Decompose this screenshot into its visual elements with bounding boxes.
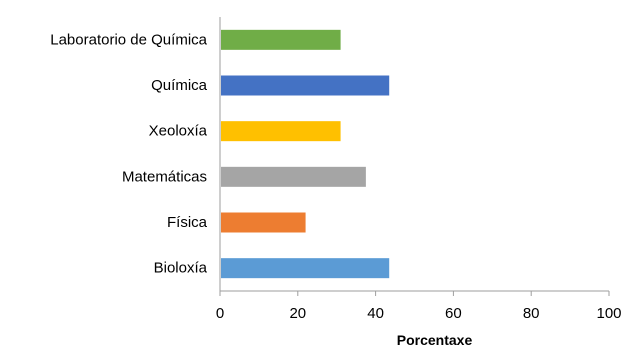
category-label: Física (167, 214, 208, 231)
category-label: Bioloxía (154, 260, 208, 277)
category-label: Xeoloxía (149, 123, 208, 140)
category-label: Laboratorio de Química (50, 31, 207, 48)
category-label: Matemáticas (122, 168, 207, 185)
x-tick-label: 20 (289, 305, 306, 322)
x-tick-label: 60 (445, 305, 462, 322)
x-tick-label: 40 (367, 305, 384, 322)
category-label: Química (151, 77, 208, 94)
bar (221, 121, 341, 142)
bars-layer (221, 29, 390, 279)
bar (221, 166, 366, 187)
category-labels: Laboratorio de Química Química Xeoloxía Mat… (50, 31, 207, 276)
x-axis-title: Porcentaxe (397, 332, 473, 348)
axes (219, 17, 609, 292)
bar (221, 258, 390, 279)
x-ticks: 0 20 40 60 80 100 (216, 291, 622, 322)
bar (221, 75, 390, 96)
bar (221, 29, 341, 50)
x-tick-label: 100 (596, 305, 621, 322)
x-tick-label: 80 (523, 305, 540, 322)
x-tick-label: 0 (216, 305, 224, 322)
bar (221, 212, 306, 233)
